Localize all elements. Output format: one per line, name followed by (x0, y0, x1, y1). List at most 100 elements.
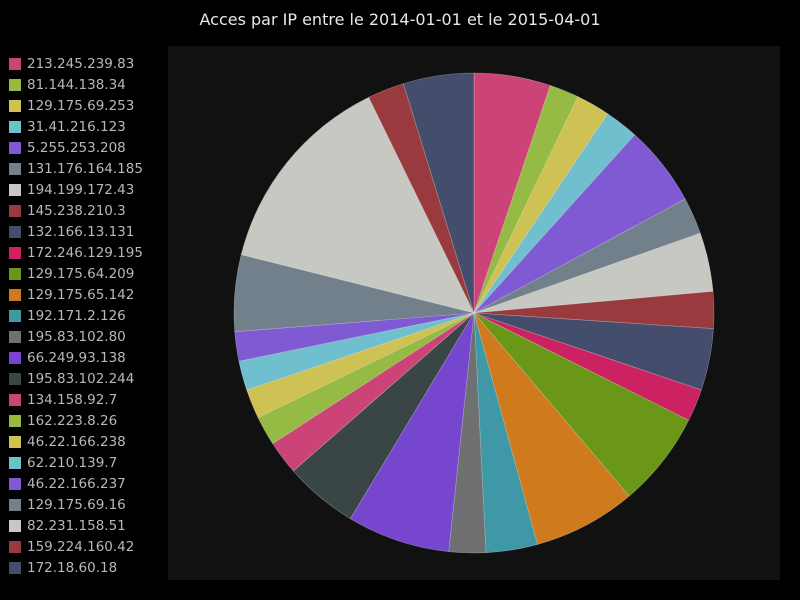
legend-swatch (9, 225, 21, 238)
legend-label: 162.223.8.26 (27, 412, 118, 429)
legend-label: 145.238.210.3 (27, 202, 126, 219)
legend-item: 129.175.64.209 (9, 263, 174, 284)
chart-title: Acces par IP entre le 2014-01-01 et le 2… (199, 10, 601, 29)
legend-item: 195.83.102.244 (9, 368, 174, 389)
pie-slice (473, 198, 701, 314)
legend-label: 46.22.166.237 (27, 475, 126, 492)
legend-item: 66.249.93.138 (9, 347, 174, 368)
legend-swatch (9, 309, 21, 322)
pie-slice (473, 312, 702, 421)
legend-swatch (9, 246, 21, 259)
legend-swatch (9, 477, 21, 490)
pie-slice (473, 113, 636, 314)
legend-label: 159.224.160.42 (27, 538, 135, 555)
legend-swatch (9, 99, 21, 112)
pie-slice (240, 96, 475, 314)
legend-item: 129.175.65.142 (9, 284, 174, 305)
legend-item: 192.171.2.126 (9, 305, 174, 326)
legend-item: 62.210.139.7 (9, 452, 174, 473)
legend-item: 172.18.60.18 (9, 557, 174, 578)
legend-swatch (9, 519, 21, 532)
legend-swatch (9, 120, 21, 133)
legend-swatch (9, 267, 21, 280)
legend: 213.245.239.83 81.144.138.34 129.175.69.25… (9, 53, 174, 578)
legend-label: 66.249.93.138 (27, 349, 126, 366)
legend-label: 31.41.216.123 (27, 118, 126, 135)
legend-item: 194.199.172.43 (9, 179, 174, 200)
legend-swatch (9, 141, 21, 154)
legend-item: 134.158.92.7 (9, 389, 174, 410)
legend-label: 195.83.102.80 (27, 328, 126, 345)
legend-label: 172.246.129.195 (27, 244, 143, 261)
legend-label: 195.83.102.244 (27, 370, 135, 387)
legend-label: 131.176.164.185 (27, 160, 143, 177)
legend-item: 46.22.166.237 (9, 473, 174, 494)
legend-label: 213.245.239.83 (27, 55, 135, 72)
legend-swatch (9, 204, 21, 217)
pie-slice (349, 312, 475, 552)
legend-swatch (9, 57, 21, 70)
plot-area (168, 46, 780, 580)
pie-slice (473, 96, 609, 314)
legend-swatch (9, 498, 21, 511)
legend-swatch (9, 393, 21, 406)
legend-label: 129.175.65.142 (27, 286, 135, 303)
legend-swatch (9, 330, 21, 343)
legend-swatch (9, 183, 21, 196)
legend-swatch (9, 162, 21, 175)
legend-swatch (9, 78, 21, 91)
legend-label: 134.158.92.7 (27, 391, 118, 408)
legend-item: 145.238.210.3 (9, 200, 174, 221)
legend-item: 131.176.164.185 (9, 158, 174, 179)
pie-slice (368, 83, 475, 314)
legend-item: 5.255.253.208 (9, 137, 174, 158)
legend-item: 172.246.129.195 (9, 242, 174, 263)
pie-slice (257, 312, 475, 445)
legend-swatch (9, 561, 21, 574)
pie-slice (238, 312, 475, 391)
pie-slice (246, 312, 475, 419)
legend-item: 31.41.216.123 (9, 116, 174, 137)
pie-slice (473, 312, 538, 554)
pie-slice (473, 291, 715, 329)
legend-swatch (9, 435, 21, 448)
pie-slice (473, 85, 579, 314)
pie-slice (473, 312, 714, 391)
pie-slice (234, 312, 475, 362)
pie-slice (473, 312, 630, 545)
legend-label: 62.210.139.7 (27, 454, 118, 471)
legend-swatch (9, 351, 21, 364)
legend-label: 172.18.60.18 (27, 559, 118, 576)
legend-item: 129.175.69.253 (9, 95, 174, 116)
legend-swatch (9, 288, 21, 301)
pie-slice (403, 72, 475, 314)
legend-swatch (9, 456, 21, 469)
pie-slice (473, 72, 551, 314)
legend-item: 213.245.239.83 (9, 53, 174, 74)
legend-label: 194.199.172.43 (27, 181, 135, 198)
legend-item: 132.166.13.131 (9, 221, 174, 242)
legend-item: 195.83.102.80 (9, 326, 174, 347)
legend-label: 81.144.138.34 (27, 76, 126, 93)
legend-label: 5.255.253.208 (27, 139, 126, 156)
legend-item: 159.224.160.42 (9, 536, 174, 557)
legend-swatch (9, 414, 21, 427)
legend-label: 129.175.69.16 (27, 496, 126, 513)
legend-swatch (9, 540, 21, 553)
legend-label: 129.175.69.253 (27, 97, 135, 114)
legend-label: 82.231.158.51 (27, 517, 126, 534)
legend-label: 129.175.64.209 (27, 265, 135, 282)
legend-item: 129.175.69.16 (9, 494, 174, 515)
pie-slice (448, 312, 487, 554)
pie-slice (473, 232, 714, 314)
legend-label: 192.171.2.126 (27, 307, 126, 324)
legend-swatch (9, 372, 21, 385)
pie-slice (272, 312, 475, 472)
pie-slice (473, 134, 686, 314)
legend-label: 132.166.13.131 (27, 223, 135, 240)
pie-chart (233, 72, 715, 554)
legend-item: 81.144.138.34 (9, 74, 174, 95)
pie-slice (233, 254, 475, 332)
legend-label: 46.22.166.238 (27, 433, 126, 450)
pie-slice (473, 312, 690, 497)
